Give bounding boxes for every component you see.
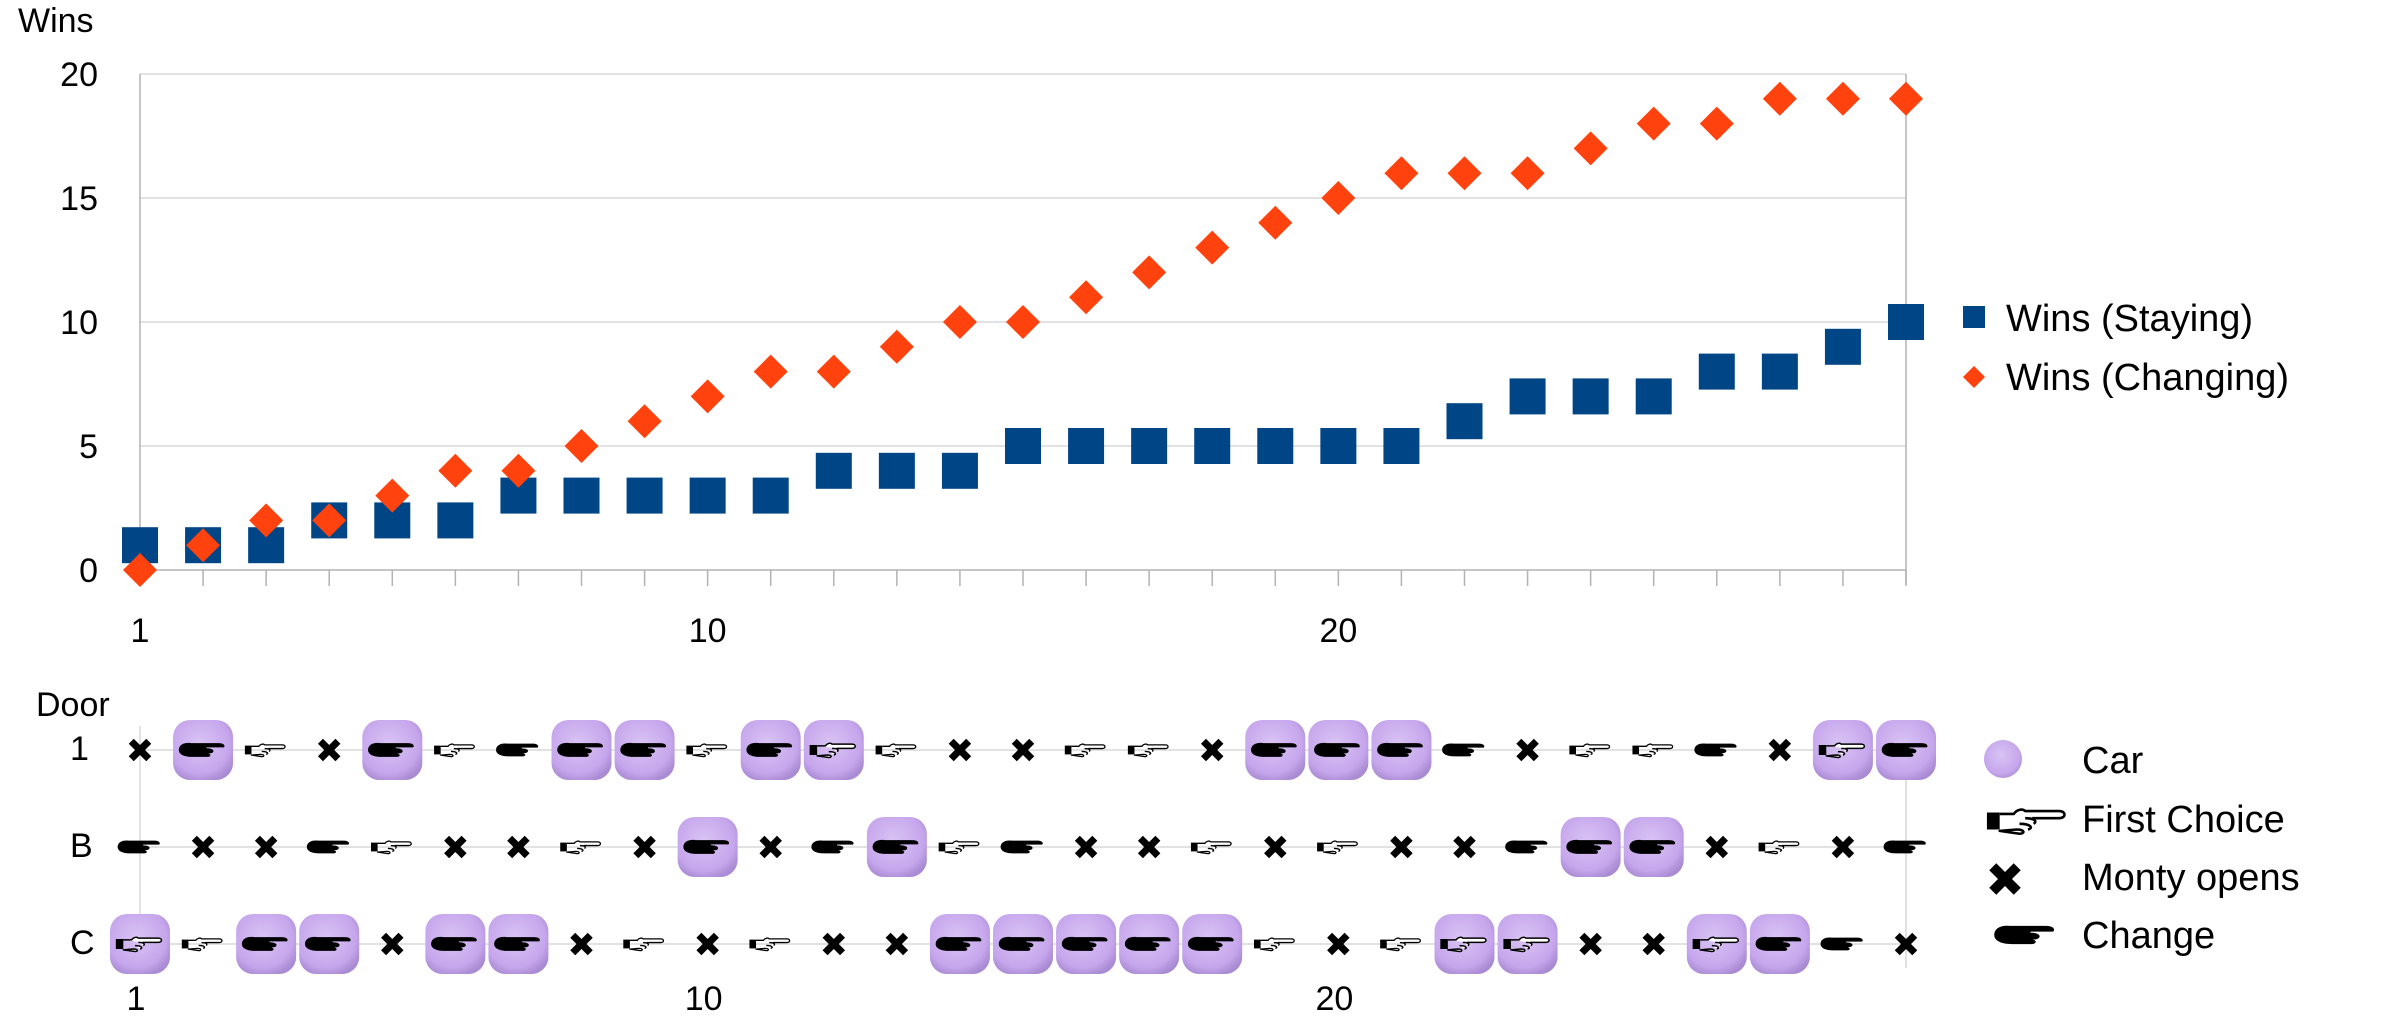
car-marker [803, 720, 864, 780]
point-staying [1446, 403, 1483, 440]
wins-scatter-plot: 0 5 10 15 20 1 10 20 Wins Wins (Staying) Wins … [18, 2, 2289, 650]
y-axis-label: Wins [18, 2, 94, 40]
point-changing [1321, 181, 1356, 215]
door-legend: Car First Choice Monty opens Change [1984, 740, 2300, 957]
door-row-label-b: B [70, 827, 93, 865]
point-changing [1636, 106, 1671, 141]
point-staying [437, 502, 474, 539]
door-row-label-1: 1 [70, 730, 89, 768]
legend-monty-opens-icon [1989, 863, 2021, 895]
door-x-tick-label: 1 [127, 980, 146, 1018]
car-marker [1812, 720, 1873, 780]
point-staying [1257, 428, 1294, 464]
point-changing [816, 354, 851, 389]
top-x-tick-labels: 1 10 20 [131, 612, 1358, 650]
point-staying [626, 477, 663, 514]
point-changing [1069, 280, 1104, 315]
point-changing [1825, 81, 1860, 116]
point-changing [1699, 106, 1734, 141]
point-changing [1195, 230, 1230, 265]
top-series-points [122, 81, 1924, 587]
point-staying [752, 477, 789, 514]
point-changing [564, 429, 599, 463]
top-axes [139, 74, 1907, 586]
x-tick-label: 20 [1319, 612, 1357, 650]
x-tick-label: 1 [131, 612, 150, 650]
legend-label-monty-opens: Monty opens [2082, 857, 2300, 899]
point-staying [563, 477, 600, 514]
point-changing [501, 453, 536, 488]
point-staying [1824, 328, 1861, 365]
point-changing [1447, 156, 1482, 191]
point-staying [878, 452, 915, 489]
point-changing [375, 478, 410, 513]
point-changing [1006, 305, 1040, 339]
door-row-label-c: C [70, 924, 95, 962]
legend-label-car: Car [2082, 740, 2144, 782]
legend-label-staying: Wins (Staying) [2006, 298, 2253, 340]
door-x-tick-label: 10 [685, 980, 723, 1018]
y-tick-label: 0 [79, 552, 98, 590]
point-staying [1888, 304, 1924, 340]
point-changing [627, 404, 662, 439]
y-tick-label: 20 [60, 56, 98, 94]
point-staying [689, 477, 726, 514]
y-tick-label: 10 [60, 304, 98, 342]
car-marker [1497, 914, 1558, 974]
door-strip-chart: Door 1 B C 1 10 20 Car First Choice Monty … [36, 686, 2300, 1018]
car-marker [1434, 914, 1495, 974]
point-staying [815, 452, 852, 489]
car-marker [1686, 914, 1747, 974]
point-changing [1384, 156, 1419, 191]
point-staying [1005, 428, 1041, 464]
point-changing [1889, 81, 1923, 116]
point-staying [1131, 428, 1168, 464]
point-staying [1572, 378, 1609, 415]
x-tick-label: 10 [689, 612, 727, 650]
point-staying [1635, 378, 1672, 415]
door-x-tick-label: 20 [1315, 980, 1353, 1018]
legend-label-changing: Wins (Changing) [2006, 357, 2289, 399]
point-staying [1320, 428, 1357, 464]
point-staying [1068, 428, 1105, 464]
point-changing [690, 379, 725, 414]
point-changing [879, 329, 914, 364]
door-x-tick-labels: 1 10 20 [127, 980, 1354, 1018]
point-changing [123, 553, 157, 587]
point-changing [753, 354, 788, 389]
top-y-tick-labels: 0 5 10 15 20 [60, 56, 98, 590]
point-staying [1383, 428, 1420, 464]
top-legend: Wins (Staying) Wins (Changing) [1963, 298, 2289, 399]
legend-car-icon [1984, 740, 2022, 778]
point-changing [1258, 205, 1293, 240]
y-tick-label: 5 [79, 428, 98, 466]
legend-first-choice-icon [1985, 808, 2066, 836]
legend-label-first-choice: First Choice [2082, 799, 2285, 841]
point-staying [941, 452, 978, 489]
door-marks [110, 720, 1936, 974]
point-changing [438, 453, 473, 488]
legend-change-icon [1994, 925, 2055, 945]
legend-marker-staying [1963, 306, 1985, 328]
point-changing [1510, 156, 1545, 191]
legend-marker-changing [1963, 366, 1985, 388]
door-axis-label: Door [36, 686, 110, 724]
point-changing [1573, 131, 1608, 166]
point-changing [186, 528, 221, 563]
point-staying [1194, 428, 1231, 464]
point-changing [942, 305, 977, 339]
point-staying [1761, 353, 1798, 390]
point-changing [1132, 255, 1167, 290]
car-marker [110, 914, 170, 974]
point-changing [312, 503, 347, 538]
change-icon [1883, 840, 1926, 854]
point-staying [1509, 378, 1546, 415]
point-staying [1698, 353, 1735, 390]
y-tick-label: 15 [60, 180, 98, 218]
point-changing [1762, 81, 1797, 116]
point-changing [249, 503, 284, 538]
legend-label-change: Change [2082, 915, 2215, 957]
